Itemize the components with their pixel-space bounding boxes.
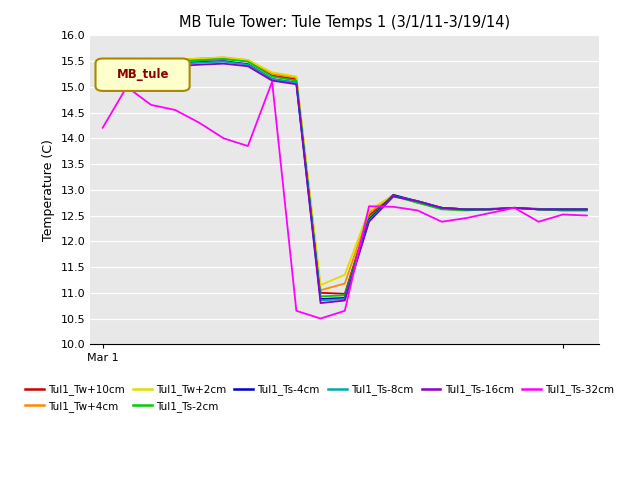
Text: MB_tule: MB_tule	[116, 68, 169, 81]
Legend: Tul1_Tw+10cm, Tul1_Tw+4cm, Tul1_Tw+2cm, Tul1_Ts-2cm, Tul1_Ts-4cm, Tul1_Ts-8cm, T: Tul1_Tw+10cm, Tul1_Tw+4cm, Tul1_Tw+2cm, …	[20, 380, 618, 416]
FancyBboxPatch shape	[95, 59, 189, 91]
Title: MB Tule Tower: Tule Temps 1 (3/1/11-3/19/14): MB Tule Tower: Tule Temps 1 (3/1/11-3/19…	[179, 15, 510, 30]
Y-axis label: Temperature (C): Temperature (C)	[42, 139, 55, 241]
